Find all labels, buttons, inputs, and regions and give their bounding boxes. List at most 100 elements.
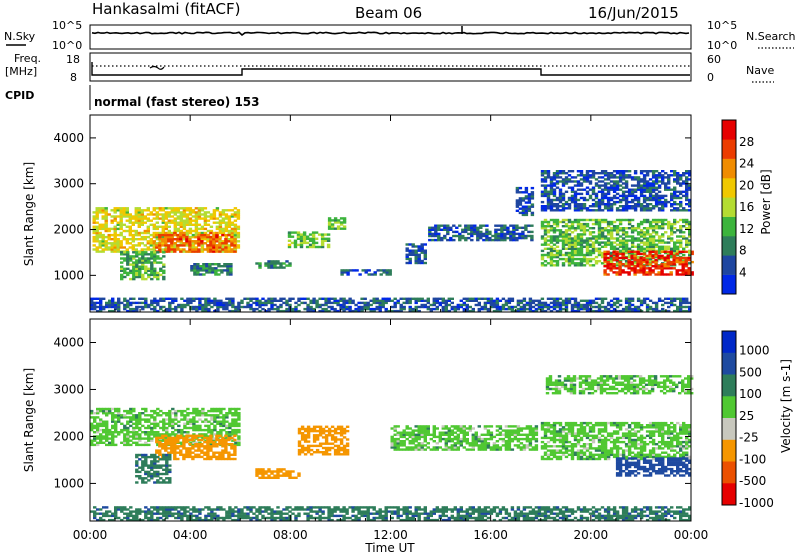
heatmap-cell [428,234,432,238]
heatmap-cell [143,248,147,251]
heatmap-cell [588,182,593,185]
heatmap-cell [558,188,563,191]
heatmap-cell [224,229,229,233]
colorbar-swatch [722,274,736,295]
heatmap-cell [153,424,157,428]
heatmap-cell [191,240,195,243]
heatmap-cell [138,412,142,415]
heatmap-cell [558,301,563,305]
heatmap-cell [233,215,238,218]
heatmap-cell [191,229,196,233]
heatmap-cell [123,259,127,262]
heatmap-cell [191,246,196,249]
heatmap-cell [495,301,500,305]
heatmap-cell [521,211,526,215]
heatmap-cell [188,451,192,454]
heatmap-cell [216,409,220,413]
heatmap-cell [627,305,632,309]
heatmap-cell [180,441,184,444]
heatmap-cell [618,222,623,226]
heatmap-cell [297,309,301,313]
heatmap-cell [291,297,295,300]
heatmap-cell [230,242,234,245]
heatmap-cell [255,301,259,305]
heatmap-cell [119,231,123,235]
heatmap-cell [342,219,347,222]
heatmap-cell [615,176,620,179]
heatmap-cell [645,260,649,264]
heatmap-cell [162,418,166,421]
heatmap-cell [138,418,142,421]
heatmap-cell [147,479,151,482]
heatmap-cell [225,303,229,307]
heatmap-cell [128,227,132,231]
heatmap-cell [165,309,169,313]
heatmap-cell [576,225,581,228]
heatmap-cell [664,188,668,191]
heatmap-cell [384,309,388,313]
heatmap-cell [165,481,169,484]
heatmap-cell [147,269,151,272]
heatmap-cell [527,224,531,227]
heatmap-cell [645,172,650,175]
heatmap-cell [261,301,265,305]
heatmap-cell [108,299,112,302]
heatmap-cell [570,200,575,204]
heatmap-cell [327,305,331,309]
heatmap-cell [267,301,271,305]
heatmap-cell [111,416,115,419]
heatmap-cell [681,273,685,276]
heatmap-cell [585,218,590,222]
heatmap-cell [185,449,189,452]
heatmap-cell [170,242,174,245]
heatmap-cell [150,261,154,264]
heatmap-cell [684,260,688,264]
heatmap-cell [221,217,226,220]
heatmap-cell [173,217,177,220]
heatmap-cell [153,435,157,438]
heatmap-cell [543,305,548,309]
heatmap-cell [667,247,671,250]
heatmap-cell [558,205,563,208]
heatmap-cell [264,301,268,305]
heatmap-cell [129,277,133,281]
heatmap-cell [667,241,671,244]
heatmap-cell [279,305,283,309]
heatmap-cell [567,186,572,189]
heatmap-cell [209,225,214,228]
heatmap-cell [210,443,214,447]
heatmap-cell [603,307,608,311]
heatmap-cell [624,184,629,187]
heatmap-cell [636,265,640,268]
heatmap-cell [609,241,614,244]
heatmap-cell [164,449,168,452]
heatmap-cell [92,217,96,220]
heatmap-cell [174,297,178,300]
heatmap-cell [651,260,655,264]
heatmap-cell [221,457,225,461]
y-tick-label: 1000 [53,268,84,282]
heatmap-cell [185,223,190,226]
heatmap-cell [462,307,466,311]
heatmap-cell [144,458,148,461]
heatmap-cell [537,303,542,307]
heatmap-cell [190,267,194,270]
heatmap-cell [218,438,222,442]
heatmap-cell [636,239,641,242]
heatmap-cell [688,229,692,232]
heatmap-cell [173,453,177,456]
heatmap-cell [126,259,130,262]
heatmap-cell [336,221,341,224]
heatmap-cell [129,297,133,300]
heatmap-cell [158,213,162,216]
heatmap-cell [231,422,235,425]
heatmap-cell [549,205,554,208]
heatmap-cell [147,464,151,467]
heatmap-cell [423,243,427,246]
heatmap-cell [527,193,532,196]
heatmap-cell [176,207,180,210]
heatmap-cell [443,224,447,227]
heatmap-cell [431,234,435,238]
heatmap-cell [515,209,520,212]
heatmap-cell [221,438,225,442]
